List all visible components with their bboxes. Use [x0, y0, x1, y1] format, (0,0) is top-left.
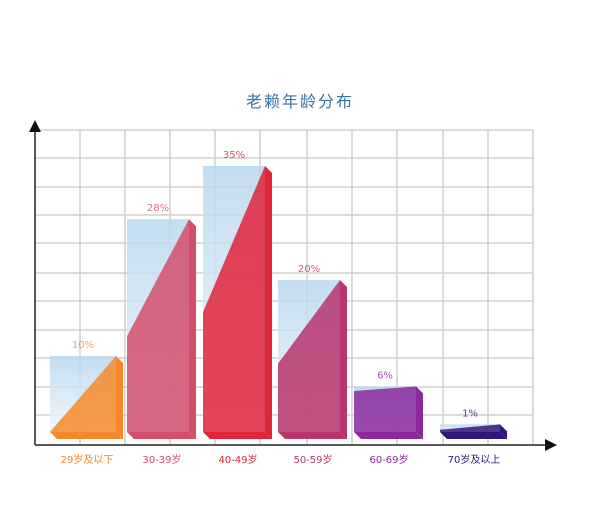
bar-front	[278, 280, 340, 432]
y-axis-arrow	[29, 120, 41, 132]
chart-title: 老赖年龄分布	[245, 92, 354, 111]
data-label: 1%	[462, 408, 478, 419]
bar-side	[500, 424, 507, 439]
bar-0	[50, 356, 123, 439]
data-label: 35%	[223, 150, 245, 161]
bar-front	[440, 424, 500, 432]
bar-1	[127, 219, 196, 439]
x-tick-label: 60-69岁	[369, 453, 408, 466]
bar-2	[203, 166, 272, 439]
bar-4	[354, 386, 423, 439]
bar-bottom	[354, 432, 423, 439]
x-tick-label: 30-39岁	[142, 453, 181, 466]
bar-bottom	[127, 432, 196, 439]
bar-front	[354, 386, 416, 432]
x-axis-arrow	[545, 439, 557, 451]
bar-side	[265, 166, 272, 439]
x-tick-label: 40-49岁	[218, 453, 257, 466]
bar-bottom	[203, 432, 272, 439]
data-label: 28%	[147, 203, 169, 214]
bar-front	[50, 356, 116, 432]
data-label: 20%	[298, 264, 320, 275]
bar-side	[189, 219, 196, 439]
bar-bottom	[440, 432, 507, 439]
x-tick-label: 29岁及以下	[61, 453, 114, 466]
bar-bottom	[278, 432, 347, 439]
bar-bottom	[50, 432, 123, 439]
bar-3	[278, 280, 347, 439]
data-label: 10%	[72, 340, 94, 351]
x-tick-label: 70岁及以上	[448, 453, 501, 466]
bar-side	[116, 356, 123, 439]
data-label: 6%	[377, 370, 393, 381]
bar-side	[416, 386, 423, 439]
bar-front	[203, 166, 265, 432]
x-tick-label: 50-59岁	[293, 453, 332, 466]
bar-front	[127, 219, 189, 432]
bar-5	[440, 424, 507, 439]
bar-side	[340, 280, 347, 439]
